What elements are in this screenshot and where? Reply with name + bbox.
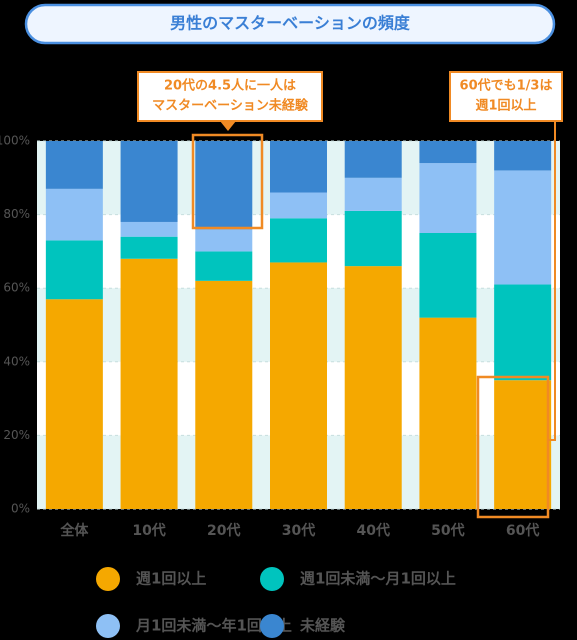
bar-segment [344, 177, 402, 211]
chart-title: 男性のマスターベーションの頻度 [170, 14, 411, 33]
bar-segment [120, 221, 178, 237]
bar-segment [195, 280, 253, 509]
bar-segment [419, 317, 477, 509]
callout-box [137, 71, 323, 122]
bar-segment [419, 233, 477, 318]
bar-segment [45, 299, 103, 509]
legend-swatch [96, 614, 120, 638]
y-tick-label: 20% [3, 428, 30, 442]
x-tick-label: 60代 [506, 522, 539, 539]
bar-segment [494, 380, 552, 509]
bar-segment [45, 188, 103, 241]
x-tick-label: 10代 [132, 522, 165, 539]
y-tick-label: 0% [11, 502, 30, 516]
bar-segment [344, 141, 402, 178]
bar-segment [344, 266, 402, 509]
bar-segment [120, 236, 178, 259]
annotation-text: 20代の4.5人に一人は [164, 78, 296, 94]
annotation-text: 週1回以上 [475, 99, 536, 114]
y-tick-label: 60% [3, 281, 30, 295]
title-box [24, 3, 556, 45]
highlight-box [476, 375, 550, 519]
y-tick-label: 80% [3, 207, 30, 221]
bar-segment [494, 170, 552, 285]
bar-segment [120, 141, 178, 222]
x-tick-label: 40代 [356, 522, 389, 539]
bar-segment [419, 141, 477, 164]
bar-segment [270, 141, 327, 193]
highlight-box [191, 133, 264, 230]
y-tick-label: 100% [0, 134, 30, 148]
x-tick-label: 全体 [59, 522, 89, 539]
legend-swatch [260, 614, 284, 638]
callout-line [548, 121, 556, 441]
callout-pointer [220, 121, 236, 131]
bar-segment [120, 258, 178, 509]
legend-label: 週1回以上 [136, 570, 206, 588]
callout-box [449, 71, 563, 122]
y-tick-label: 40% [3, 354, 30, 368]
bar-segment [45, 141, 103, 189]
legend-label: 週1回未満〜月1回以上 [300, 570, 456, 588]
legend-label: 月1回未満〜年1回以上 [135, 617, 292, 635]
bar-segment [419, 163, 477, 233]
legend-swatch [260, 567, 284, 591]
legend-label: 未経験 [299, 617, 346, 635]
x-tick-label: 20代 [207, 522, 240, 539]
bar-segment [45, 240, 103, 300]
bar-segment [195, 141, 253, 230]
bar-segment [344, 210, 402, 267]
bar-segment [270, 218, 327, 263]
x-tick-label: 50代 [431, 522, 464, 539]
bar-segment [270, 262, 327, 509]
bar-segment [195, 229, 253, 252]
plot-area: 0% 20% 40% 60% 80% 100% [0, 134, 560, 516]
x-tick-label: 30代 [282, 522, 315, 539]
bar-segment [195, 251, 253, 281]
bar-segment [494, 141, 552, 171]
bar-segment [494, 284, 552, 381]
annotation-text: 60代でも1/3は [460, 78, 553, 94]
annotation-text: マスターベーション未経験 [152, 98, 309, 114]
legend-swatch [96, 567, 120, 591]
bar-segment [270, 192, 327, 219]
